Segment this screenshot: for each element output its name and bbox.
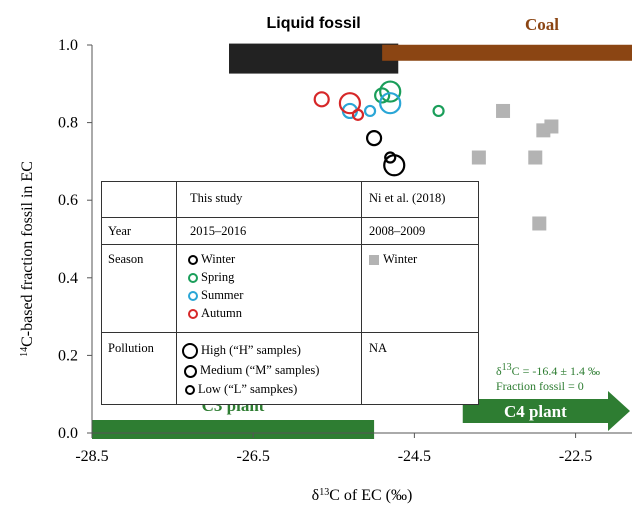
spring-marker-icon [188,273,198,284]
coal-label: Coal [525,15,559,34]
c4-annotation-line: δ13C = -16.4 ± 1.4 ‰ [496,362,600,379]
spring-point [379,80,402,103]
season-summer-label: Summer [201,288,244,302]
x-tick-label: -26.5 [237,448,270,465]
ni-winter-point [496,103,511,118]
points-layer [313,80,559,231]
summer-point [379,92,402,115]
table-header-this-study: This study [190,191,243,205]
c4-plant-label: C4 plant [504,402,567,421]
ni-winter-point [532,216,547,231]
y-tick-label: 0.4 [58,270,78,287]
season-ni-entry: Winter [369,251,417,268]
x-tick-label: -22.5 [559,448,592,465]
low-size-marker-icon [185,385,195,396]
pollution-low-label: Low (“L” sampkes) [198,382,298,396]
c4-annotation: δ13C = -16.4 ± 1.4 ‰Fraction fossil = 0 [496,362,600,394]
season-spring-label: Spring [201,270,235,284]
y-tick-label: 1.0 [58,37,78,54]
high-size-marker-icon [182,343,198,360]
table-row-season-label: Season [108,252,144,266]
x-tick-label: -24.5 [398,448,431,465]
season-ni-label: Winter [383,252,418,266]
autumn-point [351,108,365,121]
summer-point [363,104,377,118]
c4-plant-arrow [462,391,630,431]
table-year-ni: 2008–2009 [369,224,426,238]
ni-winter-point [471,150,486,165]
pollution-high-entry: High (“H” samples) [182,342,301,360]
summer-marker-icon [188,291,198,302]
spring-point [432,104,445,118]
season-summer-entry: Summer [188,287,243,304]
x-axis-title: δ13C of EC (‰) [312,487,413,505]
table-header-ni: Ni et al. (2018) [369,191,446,205]
y-tick-label: 0.8 [58,115,78,132]
coal-bar [382,44,632,61]
pollution-medium-entry: Medium (“M” samples) [184,362,319,379]
pollution-low-entry: Low (“L” sampkes) [185,381,297,398]
y-tick-label: 0.0 [58,425,78,442]
ticks-layer: -28.5 -26.5 -24.5 -22.5 0.0 0.2 0.4 0.6 0.8 1.0 [58,37,592,465]
season-autumn-label: Autumn [201,306,242,320]
season-autumn-entry: Autumn [188,305,242,322]
winter-point [384,151,397,164]
liquid-fossil-bar [229,43,399,74]
pollution-medium-label: Medium (“M” samples) [200,363,320,377]
ni-winter-point [544,119,559,134]
season-winter-entry: Winter [188,251,235,268]
c4-annotation-line: Fraction fossil = 0 [496,379,584,393]
pollution-ni: NA [369,341,388,355]
ni-winter-point [528,150,543,165]
season-spring-entry: Spring [188,269,234,286]
winter-marker-icon [188,255,198,266]
winter-point [383,154,406,177]
y-axis-title: 14C-based fraction fossil in EC [19,161,37,357]
medium-size-marker-icon [184,364,197,378]
winter-point [365,130,383,147]
y-tick-label: 0.6 [58,192,78,209]
season-winter-label: Winter [201,252,236,266]
legend-table: This study Ni et al. (2018) Year 2015–20… [101,181,479,405]
ni-square-marker-icon [369,255,379,266]
y-tick-label: 0.2 [58,347,78,364]
pollution-high-label: High (“H” samples) [201,343,301,357]
autumn-marker-icon [188,309,198,320]
spring-point [374,87,391,104]
table-year-this: 2015–2016 [190,224,247,238]
x-tick-label: -28.5 [75,448,108,465]
table-row-pollution-label: Pollution [108,341,154,355]
autumn-point [313,91,330,108]
c3-plant-bar [92,420,375,439]
table-row-year-label: Year [108,224,132,238]
autumn-point [338,92,362,115]
liquid-fossil-label: Liquid fossil [267,15,361,32]
